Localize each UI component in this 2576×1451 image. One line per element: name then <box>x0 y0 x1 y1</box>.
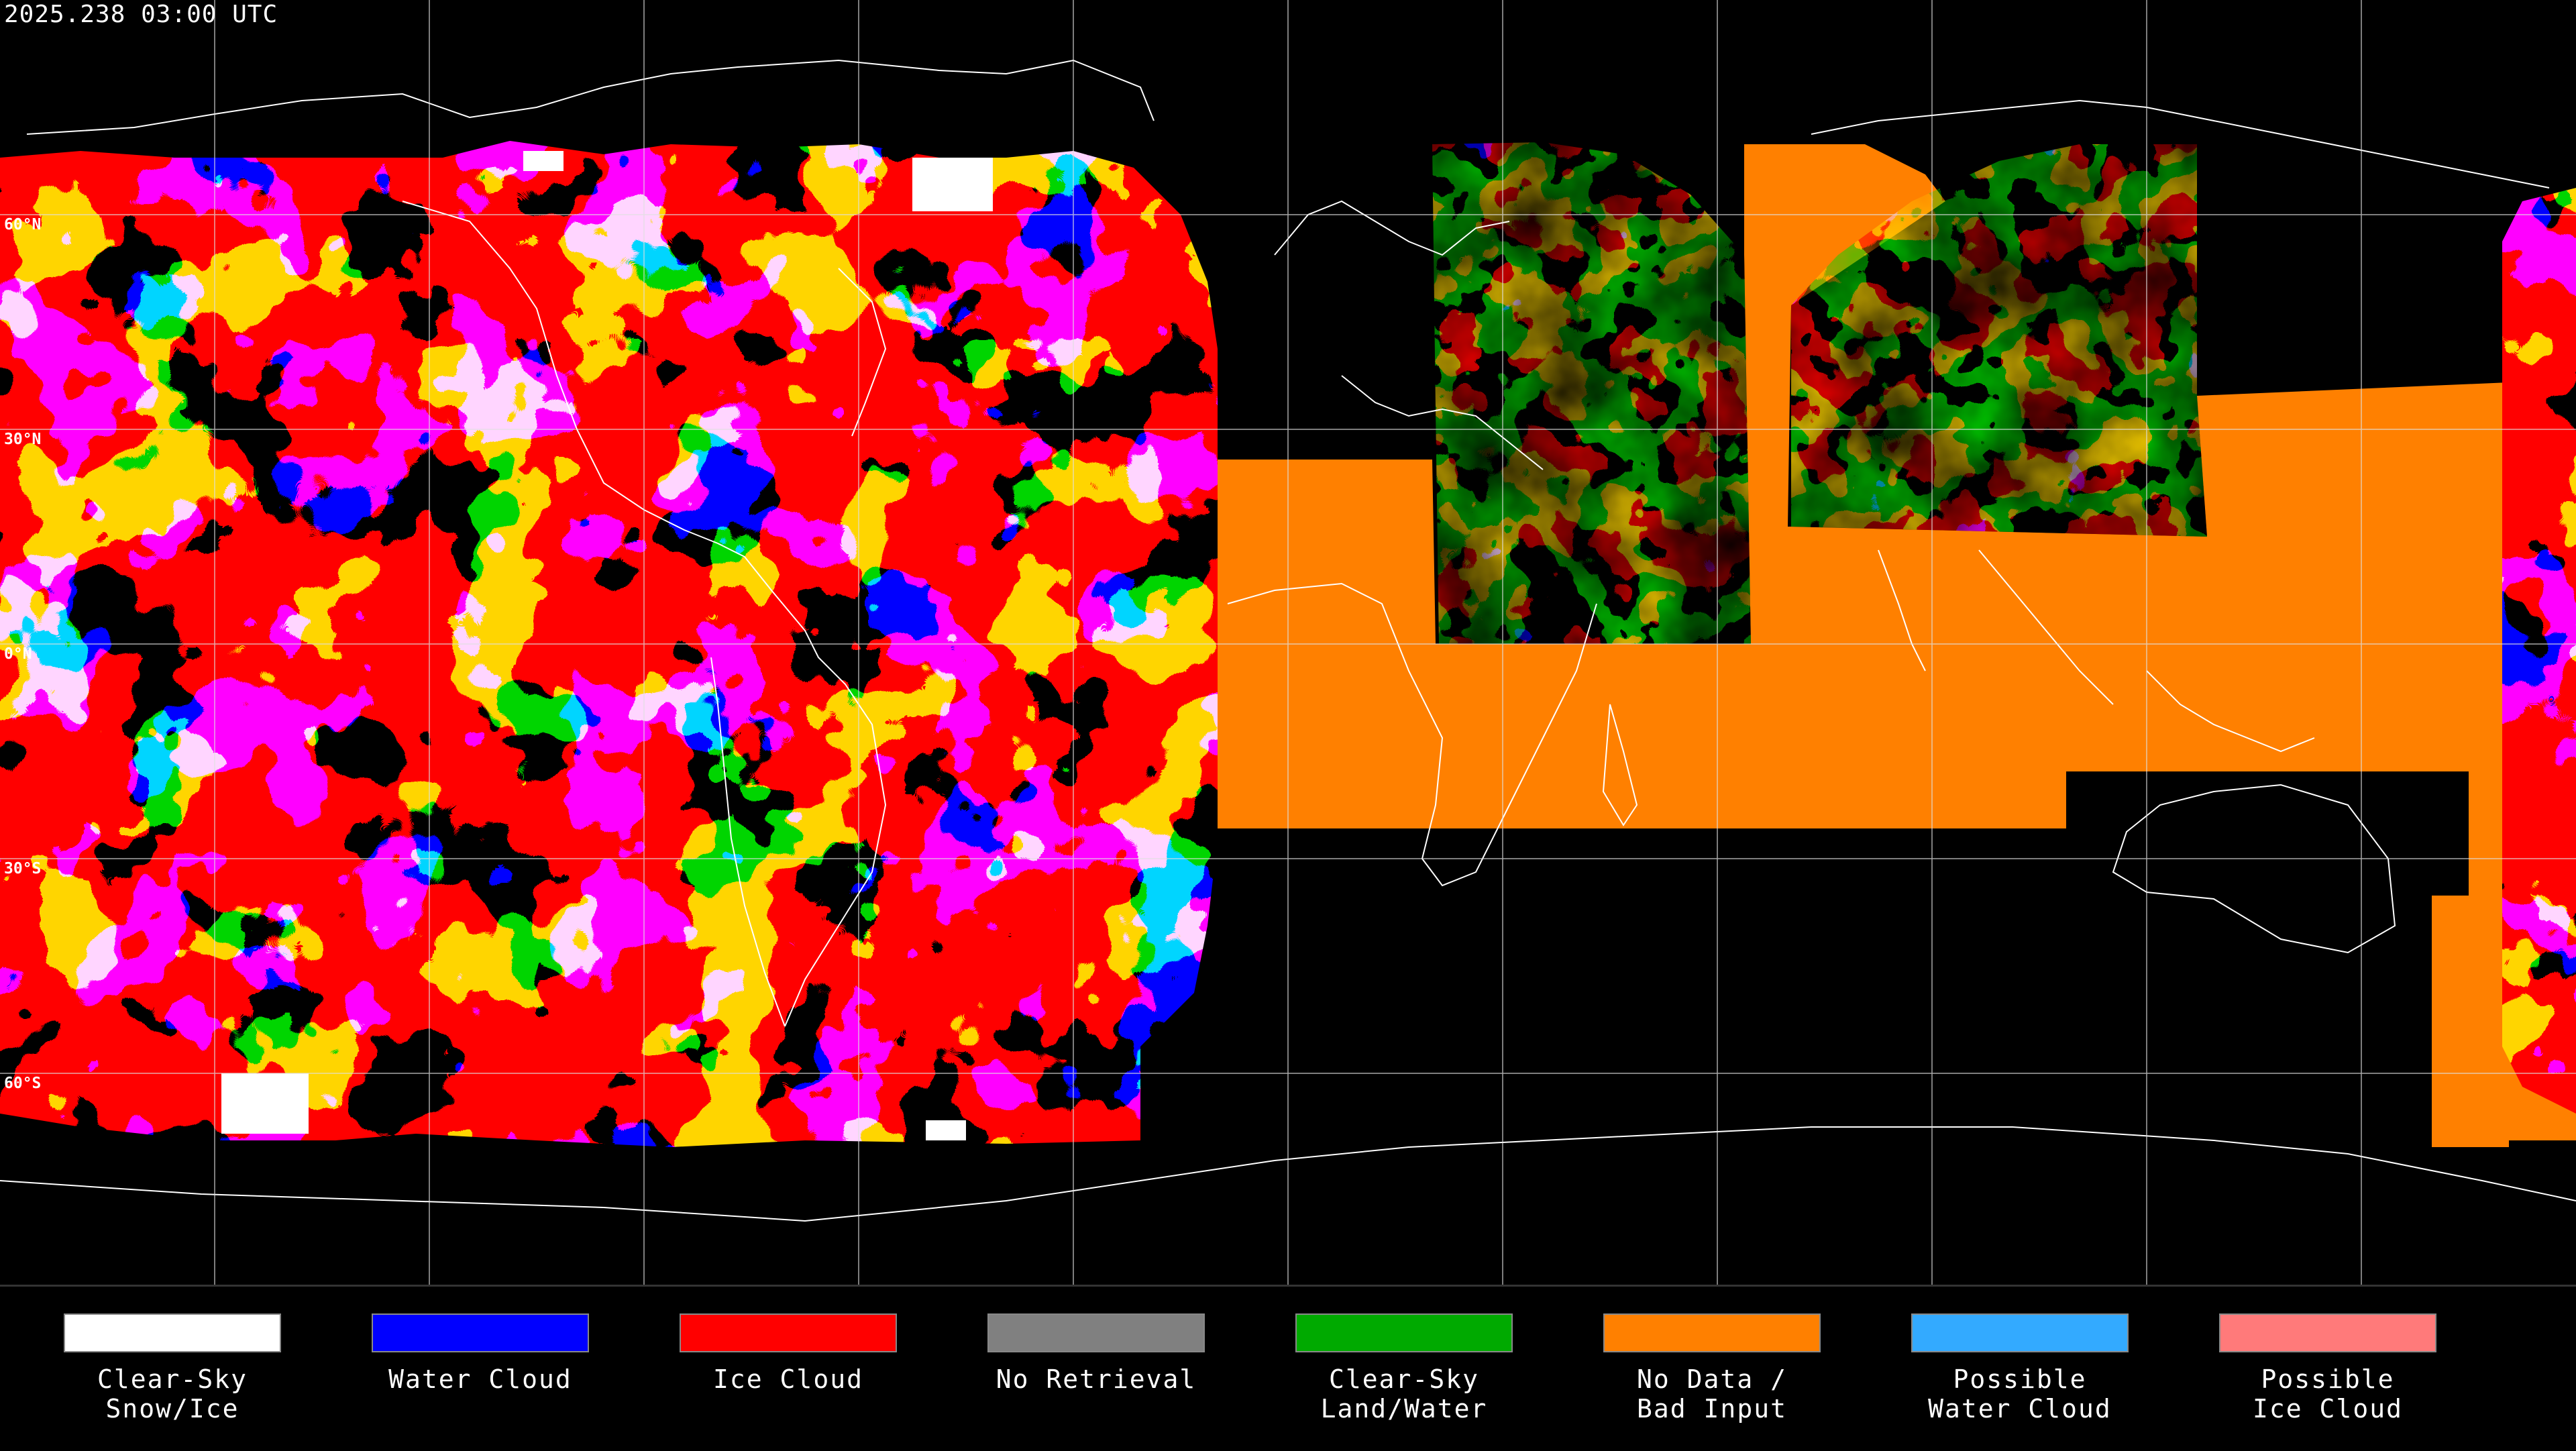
legend-item-clear-sky-snow-ice: Clear-Sky Snow/Ice <box>62 1313 283 1423</box>
lat-label-0n: 0°N <box>4 645 32 663</box>
legend-item-water-cloud: Water Cloud <box>370 1313 591 1394</box>
timestamp-label: 2025.238 03:00 UTC <box>4 1 278 28</box>
legend-item-no-data-bad-input: No Data / Bad Input <box>1601 1313 1823 1423</box>
map-canvas <box>0 0 2576 1285</box>
legend-swatch <box>1603 1313 1821 1352</box>
legend-item-possible-water-cloud: Possible Water Cloud <box>1909 1313 2131 1423</box>
legend-swatch <box>1295 1313 1513 1352</box>
legend-swatch <box>2219 1313 2436 1352</box>
legend-swatch <box>64 1313 281 1352</box>
legend-swatch <box>372 1313 589 1352</box>
legend-label: Ice Cloud <box>713 1364 863 1394</box>
legend-label: Possible Ice Cloud <box>2253 1364 2403 1423</box>
retrieval-east-edge <box>2502 188 2576 1114</box>
coastlines <box>0 59 2576 1222</box>
lat-label-60n: 60°N <box>4 216 42 233</box>
retrieval-europe-africa <box>1432 142 1751 644</box>
snow-patches <box>221 151 993 1140</box>
legend-item-no-retrieval: No Retrieval <box>985 1313 1207 1394</box>
legend-item-possible-ice-cloud: Possible Ice Cloud <box>2217 1313 2438 1423</box>
legend-item-clear-sky-land-water: Clear-Sky Land/Water <box>1293 1313 1515 1423</box>
legend-label: No Data / Bad Input <box>1637 1364 1787 1423</box>
lat-label-30n: 30°N <box>4 431 42 448</box>
graticule <box>0 0 2576 1285</box>
legend-label: Clear-Sky Snow/Ice <box>97 1364 248 1423</box>
legend-label: Possible Water Cloud <box>1928 1364 2112 1423</box>
cloud-phase-map: 2025.238 03:00 UTC 60°N 30°N 0°N 30°S 60… <box>0 0 2576 1285</box>
legend-swatch <box>680 1313 897 1352</box>
legend-label: No Retrieval <box>996 1364 1197 1394</box>
legend-swatch <box>987 1313 1205 1352</box>
legend-item-ice-cloud: Ice Cloud <box>678 1313 899 1394</box>
lat-label-30s: 30°S <box>4 860 42 877</box>
legend-swatch <box>1911 1313 2129 1352</box>
legend-label: Clear-Sky Land/Water <box>1320 1364 1488 1423</box>
legend-label: Water Cloud <box>388 1364 572 1394</box>
legend: Clear-Sky Snow/Ice Water Cloud Ice Cloud … <box>0 1285 2576 1451</box>
lat-label-60s: 60°S <box>4 1075 42 1092</box>
